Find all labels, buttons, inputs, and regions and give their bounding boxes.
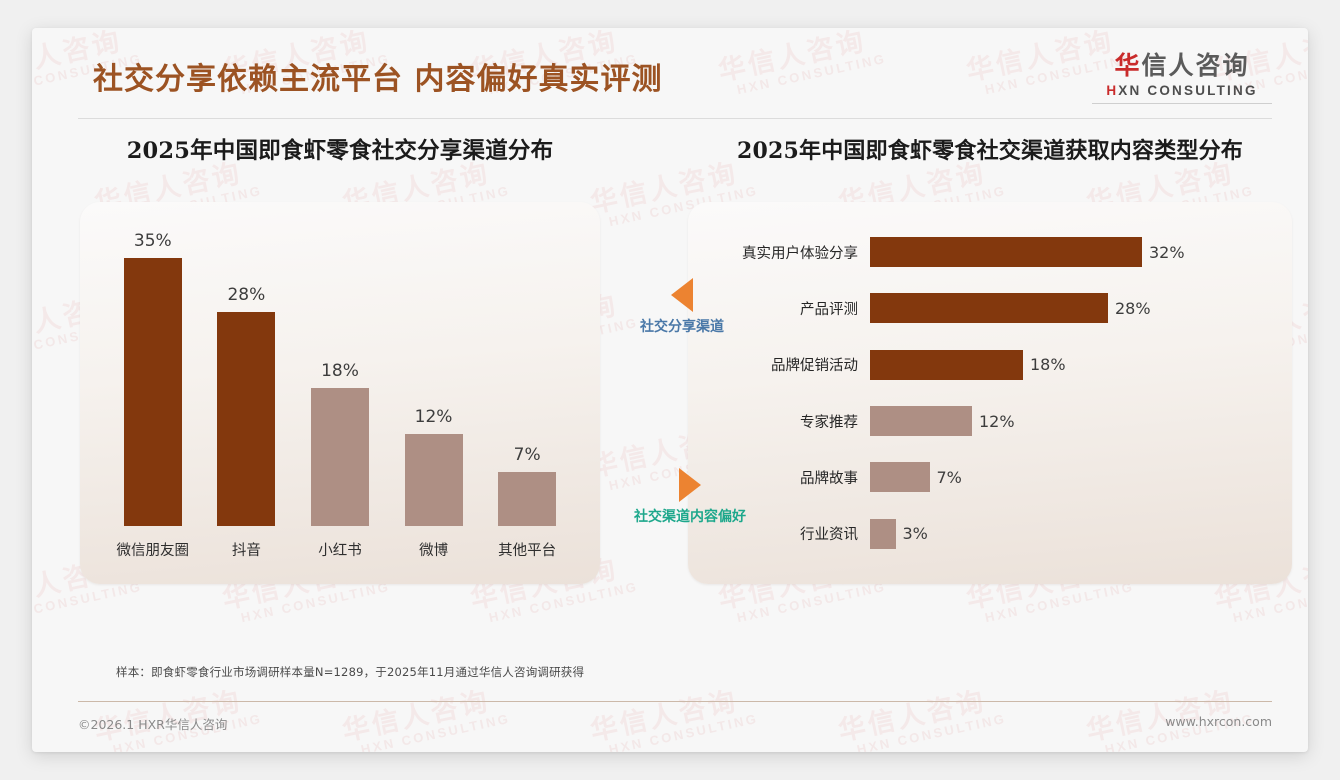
logo-hua-character: 华 (1114, 51, 1142, 80)
vertical-bar-item: 7% 其他平台 (498, 224, 557, 584)
bar-rect (870, 518, 896, 549)
bar-rect (404, 434, 463, 526)
page-title: 社交分享依赖主流平台 内容偏好真实评测 (93, 62, 663, 97)
bar-track: 12% (870, 404, 1274, 438)
bar-category-label: 小红书 (318, 543, 362, 559)
bar-category-label: 行业资讯 (800, 527, 858, 544)
vertical-bar-item: 35% 微信朋友圈 (117, 224, 190, 584)
sample-footnote: 样本：即食虾零食行业市场调研样本量N=1289，于2025年11月通过华信人咨询… (116, 665, 585, 679)
bar-category-label: 真实用户体验分享 (742, 245, 858, 262)
footer-bar: ©2026.1 HXR华信人咨询 www.hxrcon.com (78, 714, 1272, 738)
bar-value-label: 18% (321, 361, 359, 382)
triangle-left-icon (671, 278, 693, 312)
copyright-text: ©2026.1 HXR华信人咨询 (78, 717, 228, 732)
bar-value-label: 35% (133, 231, 172, 251)
bar-rect (870, 406, 972, 437)
bar-category-label: 产品评测 (800, 301, 858, 318)
connector-group: 社交分享渠道 社交渠道内容偏好 (600, 128, 746, 632)
bar-category-label: 微博 (419, 543, 449, 559)
bar-value-label: 28% (1115, 298, 1151, 318)
bar-rect (870, 293, 1108, 324)
horizontal-bar-item: 品牌促销活动 18% (698, 348, 1274, 382)
bar-rect (123, 258, 182, 526)
bar-rect (498, 472, 557, 526)
bar-rect (870, 462, 930, 493)
bar-value-label: 7% (513, 445, 541, 466)
website-url[interactable]: www.hxrcon.com (1165, 714, 1272, 729)
horizontal-bar-item: 产品评测 28% (698, 291, 1274, 325)
company-logo: 华信人咨询 HXN CONSULTING (1092, 52, 1272, 104)
logo-chinese-rest: 信人咨询 (1141, 51, 1250, 80)
slide-header: 社交分享依赖主流平台 内容偏好真实评测 华信人咨询 HXN CONSULTING (32, 28, 1308, 120)
logo-english-rest: XN CONSULTING (1118, 82, 1258, 98)
vertical-bar-item: 12% 微博 (404, 224, 463, 584)
vertical-bar-item: 28% 抖音 (217, 224, 276, 584)
vertical-bar-item: 18% 小红书 (310, 224, 369, 584)
bar-track: 18% (870, 348, 1274, 382)
chart-plot-area-left: 35% 微信朋友圈 28% 抖音 18% 小红书 12% 微博 7% 其他平台 (80, 202, 600, 584)
horizontal-bar-item: 行业资讯 3% (698, 517, 1274, 551)
connector-social-share-channel: 社交分享渠道 (552, 278, 812, 336)
bar-category-label: 其他平台 (498, 543, 557, 559)
bar-rect (217, 311, 276, 526)
triangle-right-icon (679, 468, 701, 502)
logo-underline (1092, 102, 1272, 104)
charts-region: 2025年中国即食虾零食社交分享渠道分布 35% 微信朋友圈 28% 抖音 18% 小红书… (32, 128, 1308, 632)
logo-chinese-text: 华信人咨询 (1092, 52, 1272, 80)
bar-rect (870, 237, 1142, 268)
horizontal-bar-item: 专家推荐 12% (698, 404, 1274, 438)
bar-value-label: 12% (414, 407, 453, 428)
chart-panel-content-types: 2025年中国即食虾零食社交渠道获取内容类型分布 真实用户体验分享 32% 产品评测… (688, 128, 1292, 584)
chart-panel-social-share-channels: 2025年中国即食虾零食社交分享渠道分布 35% 微信朋友圈 28% 抖音 18% 小红书… (80, 128, 600, 584)
bar-rect (310, 388, 369, 526)
bar-category-label: 品牌促销活动 (771, 358, 858, 375)
connector-label-social-share-channel: 社交分享渠道 (640, 319, 724, 335)
vertical-bar-group: 35% 微信朋友圈 28% 抖音 18% 小红书 12% 微博 7% 其他平台 (106, 224, 574, 584)
bar-value-label: 32% (1149, 242, 1185, 262)
logo-h-character: H (1106, 82, 1119, 98)
connector-content-preference: 社交渠道内容偏好 (560, 468, 820, 526)
bar-rect (870, 349, 1023, 380)
horizontal-bar-group: 真实用户体验分享 32% 产品评测 28% 品牌促销活动 18% 专家推荐 12% 品牌故事 7%… (688, 202, 1292, 584)
bar-category-label: 抖音 (231, 543, 261, 559)
bar-track: 28% (870, 291, 1274, 325)
bar-track: 32% (870, 235, 1274, 269)
bar-value-label: 28% (227, 284, 266, 305)
bar-category-label: 微信朋友圈 (116, 543, 190, 559)
bar-category-label: 专家推荐 (800, 414, 858, 431)
bar-track: 7% (870, 460, 1274, 494)
connector-label-content-preference: 社交渠道内容偏好 (634, 509, 746, 525)
bar-value-label: 12% (979, 411, 1015, 431)
chart-title-right: 2025年中国即食虾零食社交渠道获取内容类型分布 (736, 138, 1244, 164)
bar-value-label: 18% (1030, 355, 1066, 375)
slide-card: 华信人咨询 HXN CONSULTING 华信人咨询 HXN CONSULTING华信… (32, 28, 1308, 752)
horizontal-bar-item: 品牌故事 7% (698, 460, 1274, 494)
bar-track: 3% (870, 517, 1274, 551)
bar-value-label: 3% (902, 524, 928, 544)
footer-divider (78, 701, 1272, 702)
logo-english-text: HXN CONSULTING (1092, 83, 1272, 98)
horizontal-bar-item: 真实用户体验分享 32% (698, 235, 1274, 269)
bar-value-label: 7% (936, 467, 962, 487)
chart-title-left: 2025年中国即食虾零食社交分享渠道分布 (126, 138, 554, 164)
chart-plot-area-right: 真实用户体验分享 32% 产品评测 28% 品牌促销活动 18% 专家推荐 12% 品牌故事 7%… (688, 202, 1292, 584)
bar-category-label: 品牌故事 (800, 470, 858, 487)
header-divider (78, 118, 1272, 119)
